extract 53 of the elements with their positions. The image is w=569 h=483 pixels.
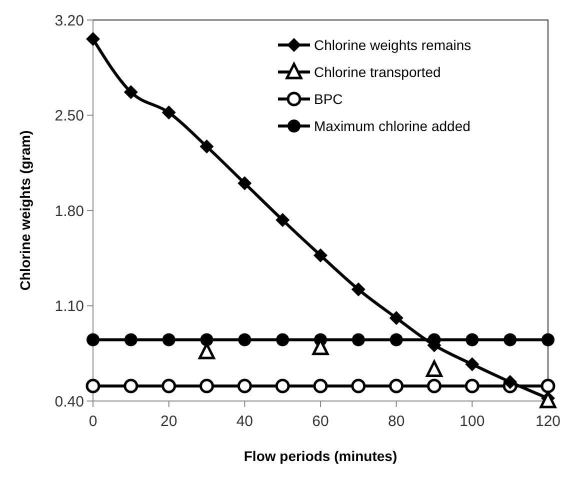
point [464, 378, 480, 394]
point [427, 378, 442, 394]
point [351, 378, 366, 394]
point [389, 378, 404, 394]
point [124, 85, 138, 100]
y-tick-label: 0.40 [54, 393, 84, 410]
y-tick-label: 1.80 [54, 202, 84, 220]
y-tick-label: 1.10 [54, 298, 84, 315]
point [390, 333, 403, 346]
point [314, 248, 328, 262]
point [426, 360, 442, 377]
point [276, 213, 290, 228]
point [162, 106, 176, 120]
x-tick-label: 120 [535, 413, 561, 430]
x-tick-label: 60 [312, 413, 329, 430]
x-tick-label: 0 [88, 413, 98, 430]
x-tick-label: 80 [388, 413, 405, 430]
point [124, 333, 138, 346]
y-tick-label: 3.20 [54, 12, 84, 30]
point [86, 378, 100, 394]
point [200, 378, 214, 394]
point [504, 333, 517, 346]
point [238, 176, 252, 190]
legend-label: Chlorine weights remains [314, 36, 472, 53]
point [276, 333, 290, 346]
point [86, 32, 100, 46]
point [162, 378, 176, 394]
point [200, 140, 214, 154]
legend-label: Maximum chlorine added [314, 118, 470, 134]
y-tick-label: 2.50 [54, 108, 84, 124]
point [162, 333, 176, 346]
point [275, 378, 290, 394]
point [465, 357, 480, 372]
point [540, 378, 556, 394]
x-axis-title: Flow periods (minutes) [244, 448, 398, 464]
x-tick-label: 100 [460, 413, 485, 430]
point [540, 392, 556, 408]
point [542, 333, 554, 346]
y-axis-title: Chlorine weights (gram) [17, 130, 33, 291]
legend-label: BPC [314, 90, 343, 107]
point [238, 333, 252, 346]
point [466, 333, 479, 346]
point [503, 374, 518, 389]
x-tick-label: 40 [236, 413, 254, 430]
point [86, 333, 100, 346]
point [237, 378, 252, 394]
x-tick-label: 20 [160, 413, 178, 430]
point [352, 333, 365, 346]
legend-label: Chlorine transported [314, 64, 441, 80]
point [313, 378, 328, 394]
point [389, 310, 404, 325]
point [124, 378, 138, 394]
point [351, 282, 366, 296]
